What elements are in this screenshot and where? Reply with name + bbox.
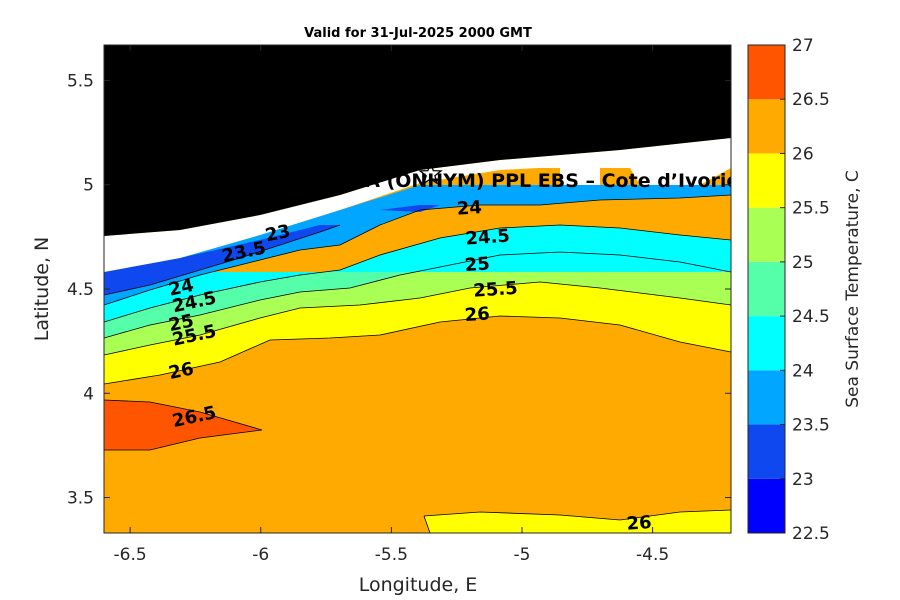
x-tick-label-0: -6.5 [114,545,147,565]
contour-line-6 [104,399,263,451]
colorbar-tick-label-0: 22.5 [792,524,830,544]
contour-label-11: 26 [167,358,196,384]
y-tick-label-2: 4.5 [67,280,94,300]
colorbar-band-1 [748,424,785,479]
colorbar-tick-label-7: 26 [792,144,814,164]
contour-label-7: 24 [167,275,196,301]
colorbar-tick-label-4: 24.5 [792,307,830,327]
colorbar-tick-label-9: 27 [792,36,814,56]
colorbar-band-8 [748,45,785,100]
colorbar-band-4 [748,261,785,317]
y-tick-label-4: 5.5 [67,71,94,91]
colorbar-band-2 [748,370,785,425]
y-axis: 3.5 4 4.5 5 5.5 [67,71,731,509]
contour-label-9: 25 [167,310,196,336]
colorbar-tick-label-6: 25.5 [792,199,830,219]
contour-line-2 [104,251,731,339]
colorbar-band-5 [748,207,785,262]
x-tick-label-1: -6 [252,545,269,565]
sst-band-8 [380,205,440,212]
colorbar-tick-label-3: 24 [792,361,814,381]
nodata-strip [104,138,731,272]
colorbar-band-0 [748,478,785,533]
contour-line-8 [423,509,731,521]
contour-line-3 [104,224,731,323]
contour-line-4 [104,194,731,306]
sst-band-0 [104,400,262,450]
colorbar-tick-label-5: 25 [792,253,814,273]
contour-label-3: 24.5 [465,226,511,250]
site-annotation: A (ONHYM) PPL EBS – Cote d’Ivorie [365,170,739,192]
contour-label-13: 26 [626,512,652,535]
colorbar [747,44,786,534]
contour-line-0 [104,315,731,385]
contour-label-6: 26 [464,303,490,326]
contour-label-2: 24 [456,197,482,220]
colorbar-band-7 [748,99,785,154]
colorbar-band-6 [748,153,785,208]
contour-label-4: 25 [464,253,490,276]
chart-title: Valid for 31-Jul-2025 2000 GMT [304,26,532,41]
x-tick-label-2: -5.5 [375,545,408,565]
plot-area: 2323.52424.52525.5262424.52525.52626.526… [104,45,739,535]
colorbar-frame [747,44,786,534]
y-tick-label-3: 5 [83,176,94,196]
colorbar-label: Sea Surface Temperature, C [843,170,863,408]
contour-line-1 [104,281,731,356]
contour-line-5 [104,224,341,296]
colorbar-band-3 [748,316,785,371]
sst-band-7 [104,225,340,295]
y-axis-label: Latitude, N [31,237,53,342]
colorbar-ticks: 22.5 23 23.5 24 24.5 25 25.5 26 26.5 27 [780,36,830,544]
land-mass [104,45,731,236]
contour-label-5: 25.5 [473,278,519,302]
x-tick-label-3: -5 [514,545,531,565]
y-tick-label-0: 3.5 [67,489,94,509]
sst-band-5 [104,225,731,322]
colorbar-tick-label-1: 23 [792,470,814,490]
contour-label-0: 23 [263,221,292,247]
colorbar-tick-label-2: 23.5 [792,416,830,436]
y-tick-label-1: 4 [83,384,94,404]
x-axis-label: Longitude, E [359,574,478,596]
colorbar-tick-label-8: 26.5 [792,90,830,110]
site-star-icon [418,161,443,185]
contour-lines [104,194,731,533]
x-axis: -6.5 -6 -5.5 -5 -4.5 [114,45,669,565]
x-tick-label-4: -4.5 [636,545,669,565]
contour-line-7 [423,515,431,533]
